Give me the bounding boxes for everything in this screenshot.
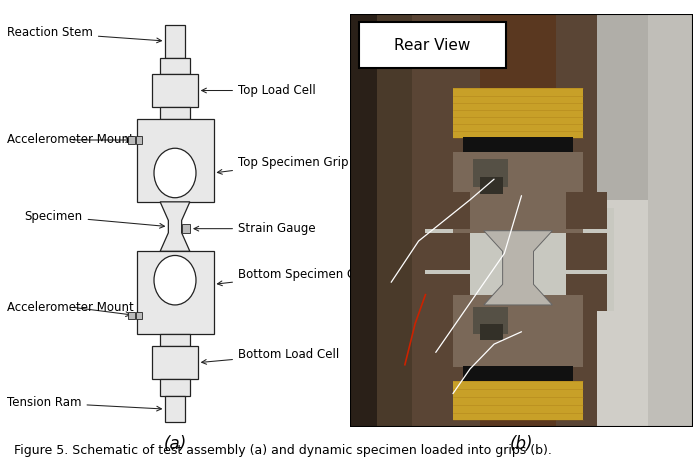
- Text: Top Load Cell: Top Load Cell: [202, 84, 316, 97]
- Bar: [473, 307, 508, 334]
- Bar: [453, 295, 583, 367]
- Bar: [597, 14, 693, 427]
- Bar: [136, 251, 214, 334]
- Text: Accelerometer Mount: Accelerometer Mount: [7, 301, 134, 317]
- Bar: [160, 379, 190, 396]
- Text: Accelerometer Mount: Accelerometer Mount: [7, 134, 134, 146]
- Text: Top Specimen Grip: Top Specimen Grip: [218, 156, 349, 174]
- Bar: [566, 191, 608, 228]
- Text: Reaction Stem: Reaction Stem: [7, 26, 162, 43]
- Bar: [153, 74, 197, 107]
- Bar: [480, 323, 503, 340]
- Bar: [350, 14, 412, 427]
- Bar: [165, 396, 185, 422]
- Bar: [648, 14, 693, 427]
- Circle shape: [154, 255, 196, 305]
- Text: Bottom Load Cell: Bottom Load Cell: [202, 348, 340, 364]
- FancyBboxPatch shape: [358, 22, 506, 68]
- Polygon shape: [484, 231, 552, 305]
- Bar: [426, 191, 470, 228]
- Circle shape: [154, 148, 196, 198]
- Bar: [160, 334, 190, 346]
- Text: Specimen: Specimen: [25, 210, 164, 228]
- Bar: [165, 25, 185, 57]
- Bar: [136, 137, 143, 144]
- Bar: [129, 137, 134, 144]
- Bar: [136, 119, 214, 202]
- Bar: [453, 152, 583, 233]
- Polygon shape: [160, 202, 190, 251]
- Bar: [453, 89, 583, 138]
- Bar: [453, 381, 583, 420]
- Bar: [129, 311, 134, 319]
- Text: Figure 5. Schematic of test assembly (a) and dynamic specimen loaded into grips : Figure 5. Schematic of test assembly (a)…: [14, 444, 552, 457]
- Text: (b): (b): [510, 435, 533, 453]
- Text: (a): (a): [163, 435, 187, 453]
- Bar: [480, 420, 556, 427]
- Bar: [136, 311, 143, 319]
- Text: Strain Gauge: Strain Gauge: [194, 222, 316, 235]
- Bar: [480, 14, 556, 89]
- Bar: [426, 274, 470, 311]
- Bar: [473, 158, 508, 187]
- Bar: [350, 14, 377, 427]
- Bar: [463, 137, 573, 152]
- Bar: [597, 14, 648, 200]
- Bar: [566, 274, 608, 311]
- Bar: [160, 57, 190, 74]
- Bar: [426, 233, 470, 270]
- Text: Rear View: Rear View: [394, 37, 470, 53]
- Text: Tension Ram: Tension Ram: [7, 396, 162, 411]
- Bar: [160, 107, 190, 119]
- Bar: [412, 14, 597, 427]
- Bar: [153, 346, 197, 379]
- Bar: [426, 208, 614, 311]
- Text: Bottom Specimen Grip: Bottom Specimen Grip: [218, 267, 372, 286]
- Bar: [182, 224, 190, 233]
- Bar: [463, 365, 573, 381]
- Bar: [566, 233, 608, 270]
- Bar: [480, 177, 503, 193]
